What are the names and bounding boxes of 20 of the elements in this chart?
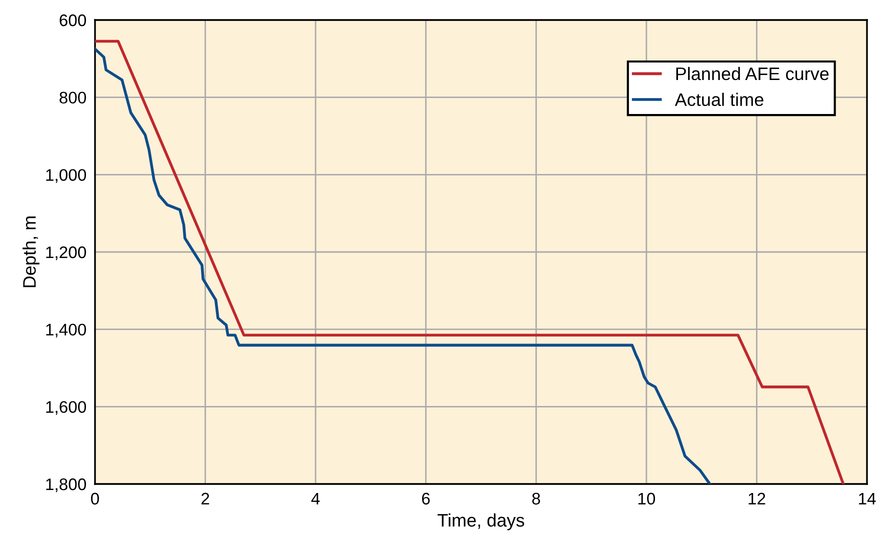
y-tick-label: 800 [60,92,86,104]
x-tick-label: 6 [422,492,430,505]
y-tick-label: 1,400 [46,324,86,338]
legend-label: Planned AFE curve [676,66,829,80]
y-tick-label: 1,800 [46,478,86,492]
x-tick-label: 4 [311,492,320,504]
x-tick-label: 14 [859,492,876,504]
legend-label: Actual time [674,92,764,106]
y-tick-label: 1,600 [46,401,86,415]
x-tick-label: 12 [748,492,766,504]
y-tick-label: 1,000 [46,169,86,183]
x-tick-label: 8 [532,492,540,505]
line-series [95,40,845,484]
y-tick-label: 600 [60,14,86,26]
x-axis-title: Time, days [438,513,524,530]
x-tick-label: 0 [91,492,99,505]
y-axis-title: Depth, m [22,216,40,288]
x-tick-label: 10 [638,492,656,505]
y-tick-label: 1,200 [46,246,86,260]
x-tick-label: 2 [201,492,210,504]
